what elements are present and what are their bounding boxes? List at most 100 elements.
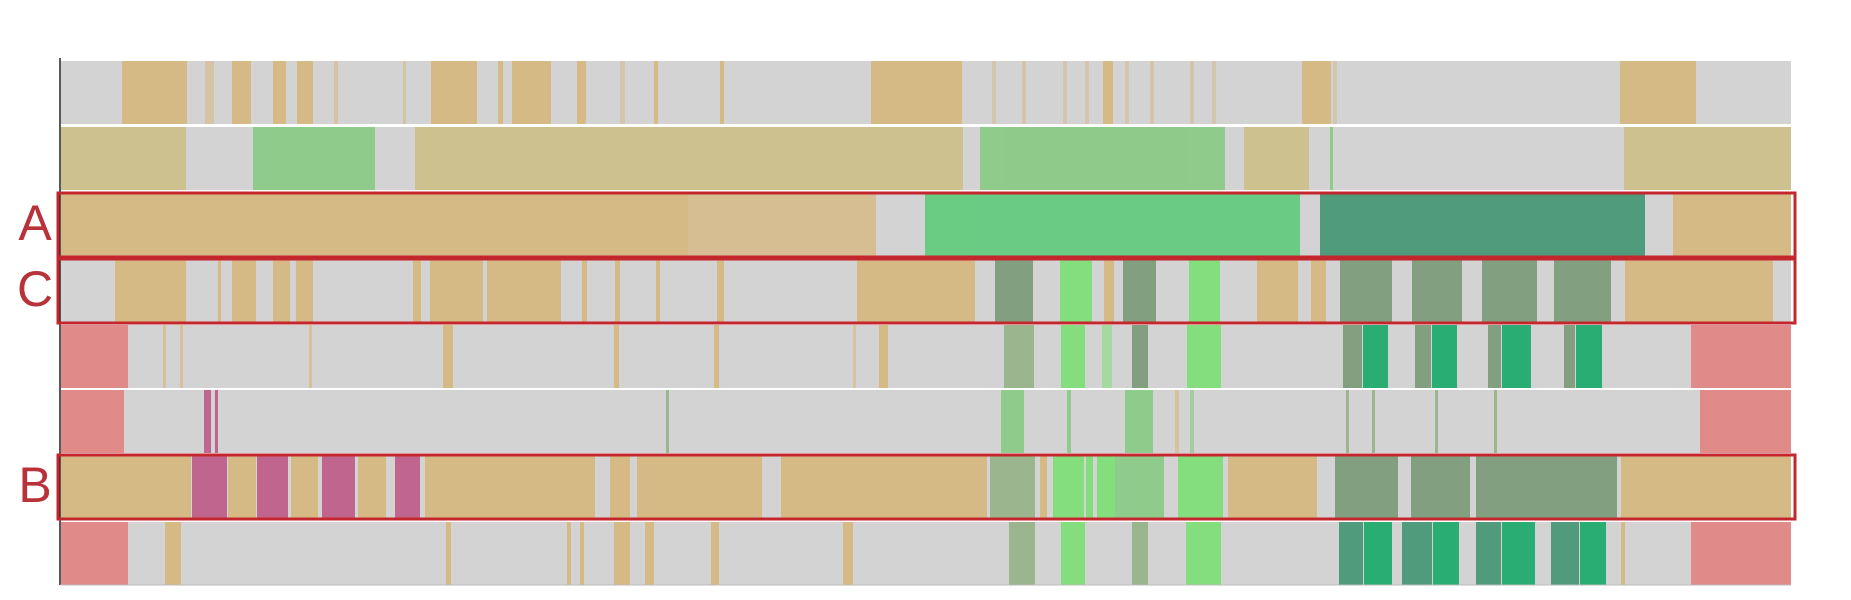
track-segment [654, 61, 658, 124]
track-segment [132, 456, 191, 519]
track-segment [1125, 390, 1153, 453]
track-segment [257, 456, 288, 519]
track-segment [1580, 522, 1606, 585]
track-segment [232, 259, 256, 322]
track-segment [1067, 390, 1071, 453]
track-segment [614, 325, 619, 388]
track-segment [431, 61, 477, 124]
track-segment [1132, 325, 1148, 388]
track-segment [1346, 390, 1349, 453]
track-segment [1001, 390, 1024, 453]
highlight-box-b [56, 453, 1797, 521]
track-segment [1228, 456, 1317, 519]
track-segment [1125, 61, 1129, 124]
track-segment [1060, 259, 1092, 322]
track-segment [1009, 522, 1035, 585]
track-segment [666, 390, 669, 453]
row-label-b: B [18, 457, 51, 513]
track-segment [1063, 61, 1067, 124]
track-segment [253, 127, 375, 190]
track-segment [1502, 325, 1531, 388]
highlight-box-a [56, 191, 1797, 259]
track-segment [1178, 456, 1223, 519]
track-segment [925, 193, 977, 256]
track-segment [322, 456, 355, 519]
track-segment [443, 325, 453, 388]
track-segment [580, 522, 584, 585]
track-segment [498, 61, 503, 124]
track-segment [582, 259, 587, 322]
track-segment [1412, 259, 1462, 322]
track-segment [990, 456, 1035, 519]
track-segment [115, 259, 186, 322]
track-segment [879, 325, 888, 388]
track-segment [1576, 325, 1602, 388]
track-segment [1335, 456, 1398, 519]
track-segment [1343, 325, 1362, 388]
track-segment [61, 127, 186, 190]
track-segment [1372, 390, 1375, 453]
track-segment [1339, 522, 1363, 585]
track-segment [1476, 522, 1501, 585]
track-segment [645, 522, 654, 585]
track-segment [720, 61, 724, 124]
track-segment [717, 259, 724, 322]
track-segment [1132, 522, 1148, 585]
track-segment [1700, 390, 1791, 453]
track-segment [1022, 61, 1026, 124]
track-segment [1061, 325, 1085, 388]
track-segment [714, 325, 719, 388]
track-segment [1104, 259, 1114, 322]
track-segment [1086, 456, 1093, 519]
track-segment [1494, 390, 1497, 453]
track-segment [446, 522, 451, 585]
track-segment [656, 259, 660, 322]
track-segment [1363, 325, 1388, 388]
track-segment [1103, 61, 1113, 124]
track-segment [995, 259, 1033, 322]
track-segment [1691, 522, 1791, 585]
track-segment [781, 456, 987, 519]
track-segment [1257, 259, 1298, 322]
track-segment [1415, 325, 1431, 388]
track-segment [61, 390, 124, 453]
track-segment [1433, 522, 1459, 585]
track-segment [857, 259, 975, 322]
track-segment [334, 61, 338, 124]
track-segment [711, 522, 719, 585]
track-segment [1502, 522, 1535, 585]
track-segment [1330, 127, 1333, 190]
track-segment [358, 456, 386, 519]
track-segment [1212, 61, 1216, 124]
track-segment [1189, 259, 1220, 322]
track-segment [1190, 61, 1194, 124]
track-segment [1186, 522, 1221, 585]
track-segment [413, 259, 421, 322]
track-segment [487, 259, 561, 322]
track-segment [61, 325, 128, 388]
track-segment [309, 325, 312, 388]
track-segment [1488, 325, 1501, 388]
track-segment [1340, 259, 1392, 322]
track-segment [205, 61, 214, 124]
track-segment [1673, 193, 1791, 256]
track-segment [1621, 522, 1625, 585]
track-segment [163, 325, 166, 388]
track-segment [1621, 456, 1791, 519]
track-segment [1435, 390, 1438, 453]
track-segment [218, 259, 221, 322]
track-segment [1123, 259, 1156, 322]
track-segment [192, 456, 227, 519]
track-segment [1691, 325, 1791, 388]
track-segment [1624, 127, 1791, 190]
track-segment [415, 127, 963, 190]
track-segment [1411, 456, 1470, 519]
track-segment [1620, 61, 1696, 124]
track-segment [1625, 259, 1773, 322]
track-segment [215, 390, 218, 453]
track-segment [403, 61, 406, 124]
track-segment [1175, 390, 1179, 453]
